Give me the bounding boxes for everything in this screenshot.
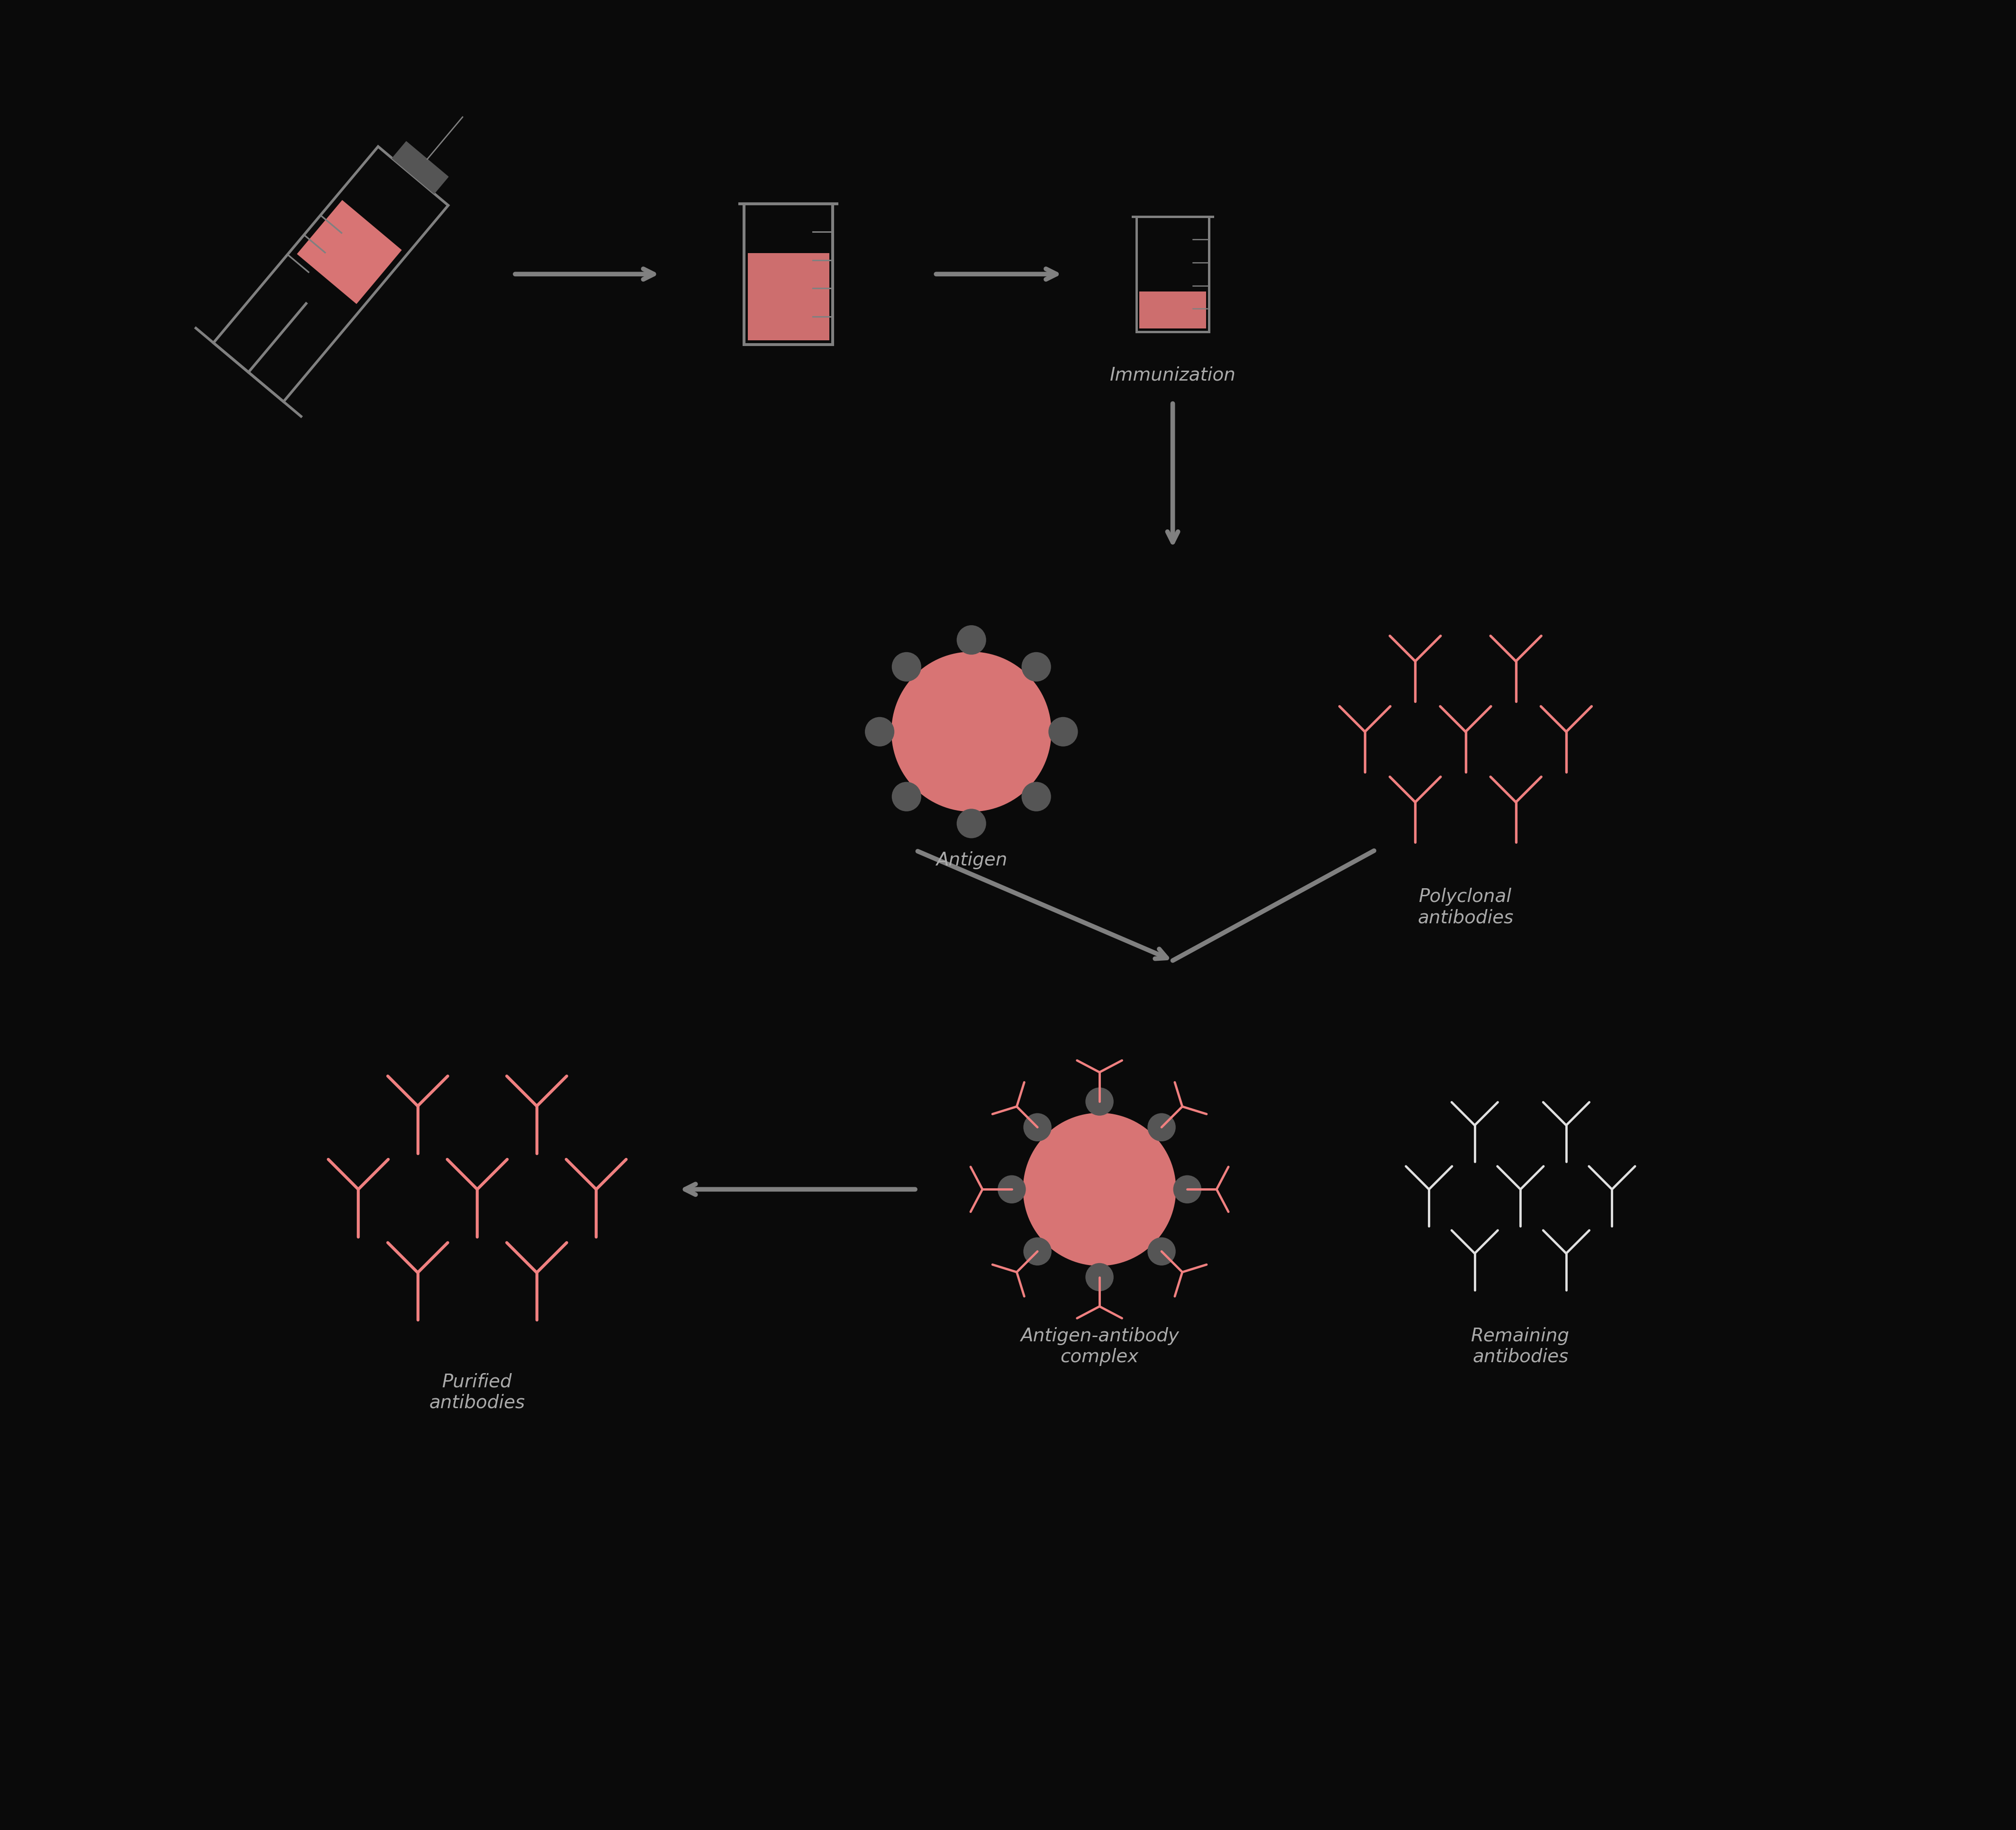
Circle shape bbox=[865, 717, 895, 747]
Text: Immunization: Immunization bbox=[1109, 366, 1236, 384]
Polygon shape bbox=[748, 253, 829, 340]
Circle shape bbox=[1173, 1175, 1202, 1204]
Circle shape bbox=[998, 1175, 1026, 1204]
Text: Antigen-antibody
complex: Antigen-antibody complex bbox=[1020, 1327, 1179, 1365]
Circle shape bbox=[1147, 1237, 1175, 1266]
Circle shape bbox=[1022, 651, 1050, 683]
Circle shape bbox=[891, 651, 921, 683]
Circle shape bbox=[958, 809, 986, 838]
Circle shape bbox=[1085, 1263, 1113, 1292]
Circle shape bbox=[1048, 717, 1079, 747]
Polygon shape bbox=[393, 143, 448, 194]
Circle shape bbox=[1022, 781, 1050, 813]
Polygon shape bbox=[296, 201, 401, 304]
Text: Antigen: Antigen bbox=[935, 851, 1008, 869]
Circle shape bbox=[1085, 1087, 1113, 1116]
Circle shape bbox=[891, 651, 1052, 813]
Circle shape bbox=[891, 781, 921, 813]
Circle shape bbox=[1147, 1113, 1175, 1142]
Circle shape bbox=[1022, 1113, 1175, 1266]
Text: Purified
antibodies: Purified antibodies bbox=[429, 1372, 526, 1411]
Circle shape bbox=[1024, 1113, 1052, 1142]
Circle shape bbox=[1024, 1237, 1052, 1266]
Polygon shape bbox=[1139, 291, 1206, 329]
Text: Polyclonal
antibodies: Polyclonal antibodies bbox=[1417, 888, 1514, 926]
Circle shape bbox=[958, 626, 986, 655]
Text: Remaining
antibodies: Remaining antibodies bbox=[1472, 1327, 1570, 1365]
